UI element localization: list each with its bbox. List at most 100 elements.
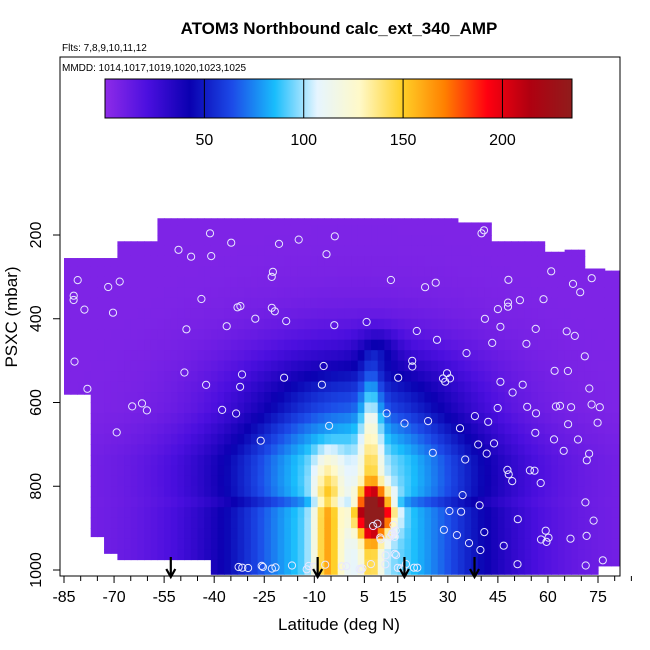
heatmap-cell: [204, 371, 212, 383]
heatmap-cell: [264, 235, 272, 247]
heatmap-cell: [284, 339, 292, 351]
sample-circle: [570, 331, 579, 340]
heatmap-cell: [270, 318, 279, 330]
heatmap-cell: [391, 475, 399, 487]
heatmap-cell: [437, 329, 446, 341]
heatmap-cell: [270, 496, 279, 508]
sample-circle: [317, 380, 326, 389]
heatmap-cell: [224, 218, 232, 226]
heatmap-cell: [557, 517, 566, 529]
heatmap-cell: [197, 475, 205, 487]
heatmap-cell: [137, 392, 145, 404]
heatmap-cell: [511, 475, 519, 487]
heatmap-cell: [224, 423, 232, 435]
heatmap-cell: [317, 392, 325, 404]
heatmap-cell: [397, 350, 406, 362]
heatmap-cell: [257, 329, 265, 341]
heatmap-cell: [377, 454, 385, 466]
heatmap-cell: [551, 465, 559, 477]
heatmap-cell: [197, 496, 205, 508]
heatmap-cell: [544, 496, 552, 508]
heatmap-cell: [110, 454, 118, 466]
heatmap-cell: [264, 392, 272, 404]
heatmap-cell: [230, 255, 239, 268]
heatmap-cell: [444, 276, 452, 288]
heatmap-cell: [324, 549, 332, 561]
heatmap-cell: [244, 235, 252, 247]
heatmap-cell: [210, 517, 219, 529]
heatmap-cell: [264, 371, 272, 383]
heatmap-cell: [177, 276, 185, 288]
heatmap-cell: [177, 412, 185, 425]
heatmap-cell: [531, 245, 539, 257]
heatmap-cell: [484, 528, 492, 540]
heatmap-cell: [391, 287, 399, 299]
heatmap-cell: [431, 381, 439, 393]
heatmap-cell: [331, 475, 339, 487]
heatmap-cell: [170, 392, 179, 404]
heatmap-cell: [397, 339, 406, 351]
heatmap-cell: [384, 287, 392, 299]
heatmap-cell: [625, 497, 632, 508]
heatmap-cell: [117, 412, 125, 425]
heatmap-cell: [137, 245, 145, 257]
heatmap-cell: [77, 266, 85, 278]
heatmap-cell: [317, 412, 325, 425]
heatmap-cell: [404, 381, 412, 393]
heatmap-cell: [144, 308, 152, 320]
heatmap-cell: [611, 528, 619, 540]
heatmap-cell: [571, 412, 579, 425]
heatmap-cell: [377, 329, 385, 341]
heatmap-cell: [97, 423, 105, 435]
heatmap-cell: [491, 570, 499, 575]
heatmap-cell: [170, 454, 179, 466]
heatmap-cell: [244, 412, 252, 425]
heatmap-cell: [331, 287, 339, 299]
heatmap-cell: [477, 517, 486, 529]
heatmap-cell: [204, 507, 212, 519]
heatmap-cell: [591, 444, 599, 456]
heatmap-cell: [437, 224, 446, 236]
heatmap-cell: [137, 241, 145, 247]
heatmap-cell: [190, 486, 199, 498]
heatmap-cell: [611, 360, 619, 372]
heatmap-cell: [217, 235, 225, 247]
heatmap-cell: [484, 507, 492, 519]
heatmap-cell: [357, 423, 365, 435]
heatmap-cell: [324, 350, 332, 362]
heatmap-cell: [257, 559, 265, 571]
heatmap-cell: [404, 339, 412, 351]
heatmap-cell: [184, 297, 192, 309]
heatmap-cell: [431, 454, 439, 466]
heatmap-cell: [210, 392, 219, 404]
heatmap-cell: [97, 329, 105, 341]
heatmap-cell: [317, 423, 325, 435]
sample-circle: [69, 295, 78, 305]
heatmap-cell: [277, 486, 285, 498]
heatmap-cell: [190, 224, 199, 236]
heatmap-cell: [464, 255, 472, 268]
heatmap-cell: [598, 454, 606, 466]
heatmap-cell: [250, 371, 259, 383]
heatmap-cell: [604, 308, 612, 320]
heatmap-cell: [451, 402, 459, 414]
heatmap-cell: [544, 255, 552, 268]
heatmap-cell: [397, 412, 406, 425]
heatmap-cell: [451, 276, 459, 288]
heatmap-cell: [310, 444, 319, 456]
heatmap-cell: [584, 308, 592, 320]
sample-circle: [531, 409, 541, 418]
heatmap-cell: [257, 360, 265, 372]
heatmap-cell: [317, 339, 325, 351]
heatmap-cell: [524, 496, 532, 508]
heatmap-cell: [337, 308, 345, 320]
heatmap-cell: [351, 392, 359, 404]
heatmap-cell: [331, 454, 339, 466]
heatmap-cell: [257, 454, 265, 466]
x-tick-label: 60: [539, 589, 557, 606]
heatmap-cell: [150, 276, 159, 288]
heatmap-cell: [397, 297, 406, 309]
heatmap-cell: [170, 475, 179, 487]
heatmap-cell: [391, 224, 399, 236]
heatmap-cell: [77, 297, 85, 309]
